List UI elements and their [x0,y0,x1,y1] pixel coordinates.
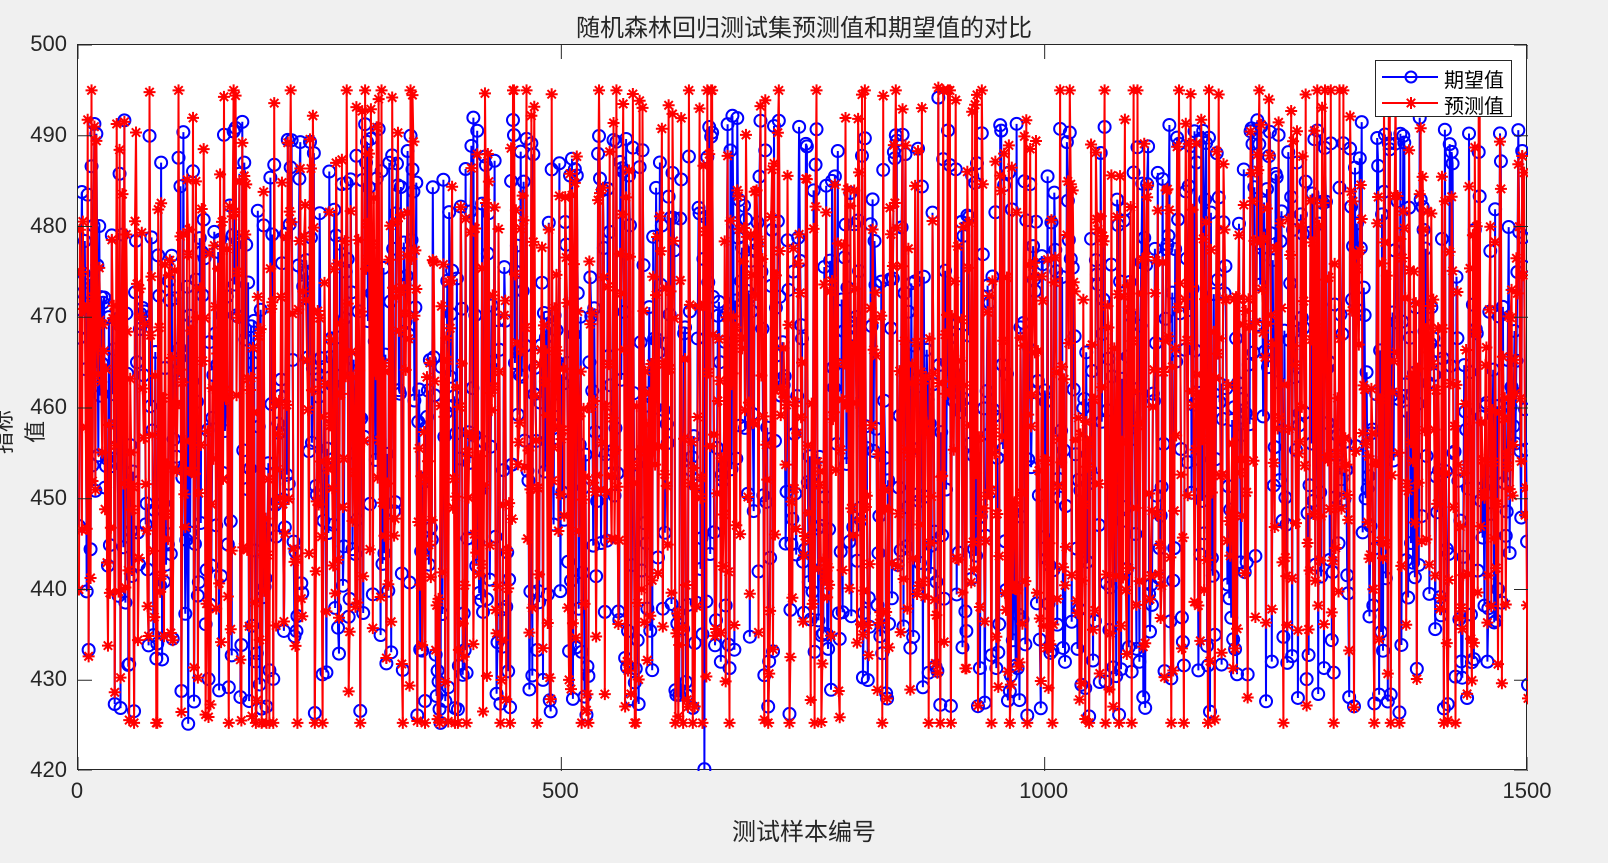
x-tick-label: 0 [70,778,84,803]
y-tick-label: 430 [30,666,67,692]
y-tick-label: 450 [30,484,67,510]
y-axis-label: 指标值 [0,410,49,455]
x-axis-label: 测试样本编号 [732,818,876,846]
y-tick-label: 500 [30,31,67,56]
legend-item-predicted: 预测值 [1376,90,1513,118]
y-tick-label: 460 [30,394,67,419]
legend-label-predicted: 预测值 [1444,94,1504,118]
legend-item-expected: 期望值 [1376,64,1513,92]
legend-label-expected: 期望值 [1444,68,1504,92]
legend-line-blue [1382,76,1438,78]
legend: 期望值 预测值 [1375,60,1513,118]
y-tick-label: 480 [30,212,67,238]
axis-ticks [78,45,1528,771]
plot-area [77,44,1528,771]
x-tick-label: 1000 [1019,778,1069,803]
asterisk-marker-icon [1405,97,1417,109]
y-tick-label: 470 [30,303,67,329]
y-tick-label: 440 [30,575,67,601]
circle-marker-icon [1404,70,1418,84]
y-tick-label: 490 [30,121,67,147]
x-tick-label: 1500 [1502,778,1552,803]
y-tick-label: 420 [30,757,67,782]
x-tick-label: 500 [541,778,579,803]
chart-title: 随机森林回归测试集预测值和期望值的对比 [576,14,1032,42]
plot-svg [78,45,1528,771]
